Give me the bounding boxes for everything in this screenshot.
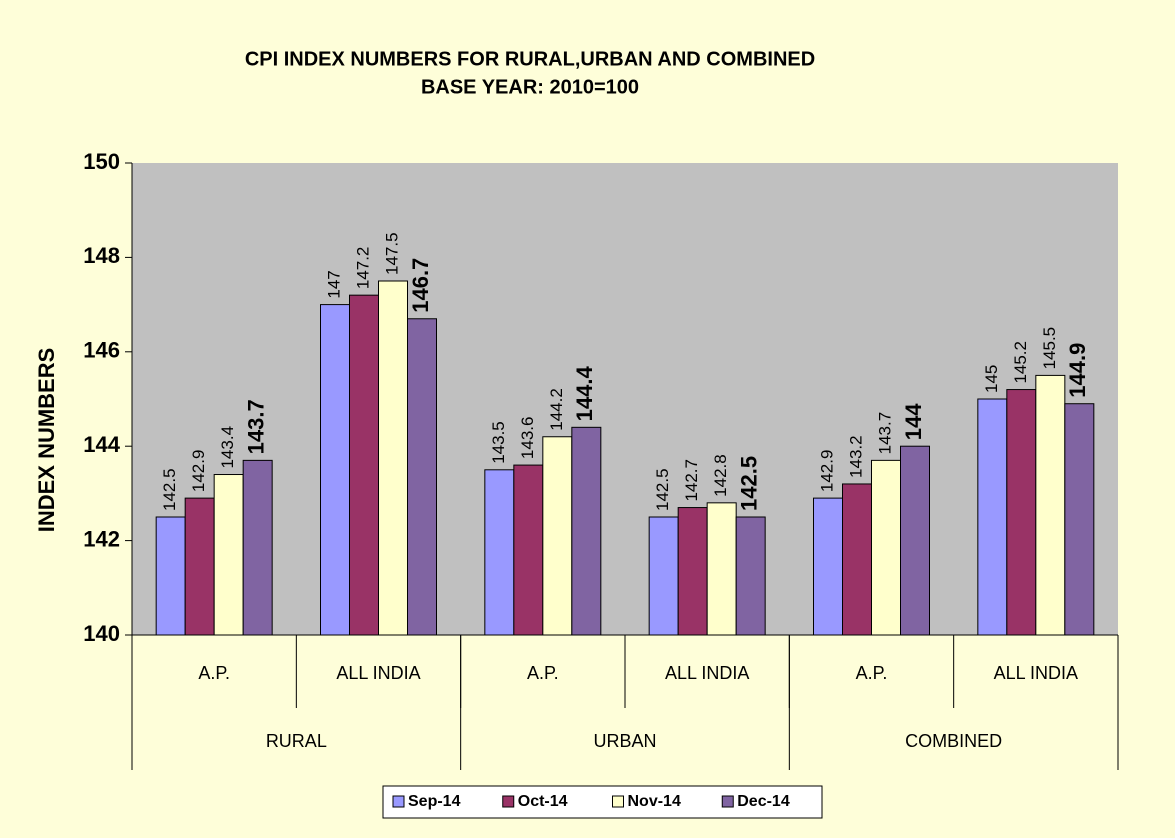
bar xyxy=(571,426,602,636)
bar xyxy=(213,474,244,636)
bar xyxy=(735,516,766,636)
data-label: 144.9 xyxy=(1065,343,1090,398)
legend-swatch xyxy=(612,795,624,808)
data-label: 145.5 xyxy=(1040,327,1059,370)
bar xyxy=(242,459,273,636)
group-label: RURAL xyxy=(266,731,327,751)
data-label: 144 xyxy=(901,403,926,440)
data-label: 142.5 xyxy=(160,468,179,511)
y-tick-label: 146 xyxy=(83,338,120,363)
bar xyxy=(513,464,544,636)
bar xyxy=(320,304,350,636)
bar xyxy=(871,459,901,636)
bar xyxy=(378,280,408,636)
data-label: 142.7 xyxy=(682,459,701,502)
data-label: 143.6 xyxy=(518,417,537,460)
chart-subtitle: BASE YEAR: 2010=100 xyxy=(421,76,639,98)
bar xyxy=(1035,374,1066,636)
data-label: 147 xyxy=(324,270,343,298)
bar xyxy=(706,502,737,636)
plot-area xyxy=(132,163,1118,635)
x-tick-label: ALL INDIA xyxy=(665,663,749,683)
y-axis-label: INDEX NUMBERS xyxy=(34,348,59,533)
legend-label: Dec-14 xyxy=(737,793,790,810)
legend-label: Sep-14 xyxy=(408,793,461,810)
bar xyxy=(484,469,515,636)
x-tick-label: A.P. xyxy=(527,663,559,683)
data-label: 145 xyxy=(982,365,1001,393)
data-label: 143.7 xyxy=(875,412,894,455)
bar xyxy=(648,516,679,636)
legend-swatch xyxy=(502,795,515,808)
data-label: 147.2 xyxy=(353,247,372,290)
bar xyxy=(349,294,379,636)
bar xyxy=(542,436,573,636)
legend-box xyxy=(382,785,823,819)
legend-label: Nov-14 xyxy=(628,793,681,810)
data-label: 143.2 xyxy=(846,435,865,478)
bar xyxy=(842,483,872,636)
group-label: COMBINED xyxy=(905,731,1002,751)
data-label: 142.5 xyxy=(653,468,672,511)
bar xyxy=(407,318,437,636)
bar xyxy=(977,398,1008,636)
bar xyxy=(1006,389,1037,636)
y-tick-label: 150 xyxy=(83,149,120,174)
y-tick-label: 142 xyxy=(83,526,120,551)
legend-swatch xyxy=(721,795,734,808)
data-label: 142.8 xyxy=(711,454,730,497)
bar xyxy=(813,497,843,636)
data-label: 143.7 xyxy=(243,399,268,454)
data-label: 143.5 xyxy=(489,421,508,464)
x-tick-label: A.P. xyxy=(198,663,230,683)
x-tick-label: A.P. xyxy=(856,663,888,683)
group-label: URBAN xyxy=(593,731,656,751)
y-tick-label: 144 xyxy=(83,432,120,457)
data-label: 142.5 xyxy=(736,456,761,511)
data-label: 142.9 xyxy=(817,450,836,493)
chart-title: CPI INDEX NUMBERS FOR RURAL,URBAN AND CO… xyxy=(245,48,815,70)
data-label: 142.9 xyxy=(189,450,208,493)
y-tick-label: 140 xyxy=(83,621,120,646)
bar xyxy=(155,516,186,636)
data-label: 144.2 xyxy=(547,388,566,431)
bar xyxy=(900,445,930,636)
data-label: 144.4 xyxy=(572,366,597,422)
y-tick-label: 148 xyxy=(83,243,120,268)
bar xyxy=(1064,403,1095,636)
x-tick-label: ALL INDIA xyxy=(994,663,1078,683)
data-label: 145.2 xyxy=(1011,341,1030,384)
data-label: 147.5 xyxy=(382,232,401,275)
legend-swatch xyxy=(392,795,405,808)
legend-label: Oct-14 xyxy=(518,793,568,810)
data-label: 143.4 xyxy=(218,426,237,469)
data-label: 146.7 xyxy=(408,258,433,313)
bar xyxy=(677,507,708,636)
bar xyxy=(184,497,215,636)
x-tick-label: ALL INDIA xyxy=(336,663,420,683)
